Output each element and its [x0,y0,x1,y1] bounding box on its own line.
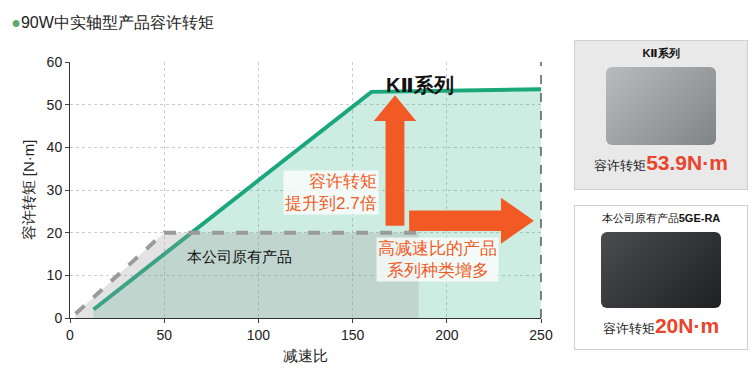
svg-text:250: 250 [529,327,553,343]
html-text:KⅡ系列: KⅡ系列 [642,47,680,59]
svg-text:10: 10 [47,267,63,283]
svg-text:容许转矩提升到2.7倍: 容许转矩提升到2.7倍 [285,172,377,213]
html-text:容许转矩53.9N·m: 容许转矩53.9N·m [594,151,728,174]
html-text:本公司原有产品5GE-RA: 本公司原有产品5GE-RA [601,212,721,224]
svg-text:0: 0 [54,310,62,326]
svg-text:20: 20 [47,225,63,241]
svg-text:200: 200 [435,327,459,343]
svg-text:高减速比的产品系列种类增多: 高减速比的产品系列种类增多 [378,239,497,280]
svg-text:60: 60 [47,54,63,70]
svg-text:0: 0 [66,327,74,343]
svg-text:KⅡ系列: KⅡ系列 [386,74,454,96]
svg-text:50: 50 [156,327,172,343]
svg-text:容许转矩 [N·m]: 容许转矩 [N·m] [20,140,37,241]
svg-text:40: 40 [47,139,63,155]
svg-text:30: 30 [47,182,63,198]
svg-text:150: 150 [341,327,365,343]
svg-text:50: 50 [47,97,63,113]
svg-text:本公司原有产品: 本公司原有产品 [187,248,292,265]
svg-text:减速比: 减速比 [283,347,328,364]
html-text:容许转矩20N·m: 容许转矩20N·m [602,314,720,337]
svg-text:100: 100 [247,327,271,343]
svg-text:●90W中实轴型产品容许转矩: ●90W中实轴型产品容许转矩 [11,14,214,31]
